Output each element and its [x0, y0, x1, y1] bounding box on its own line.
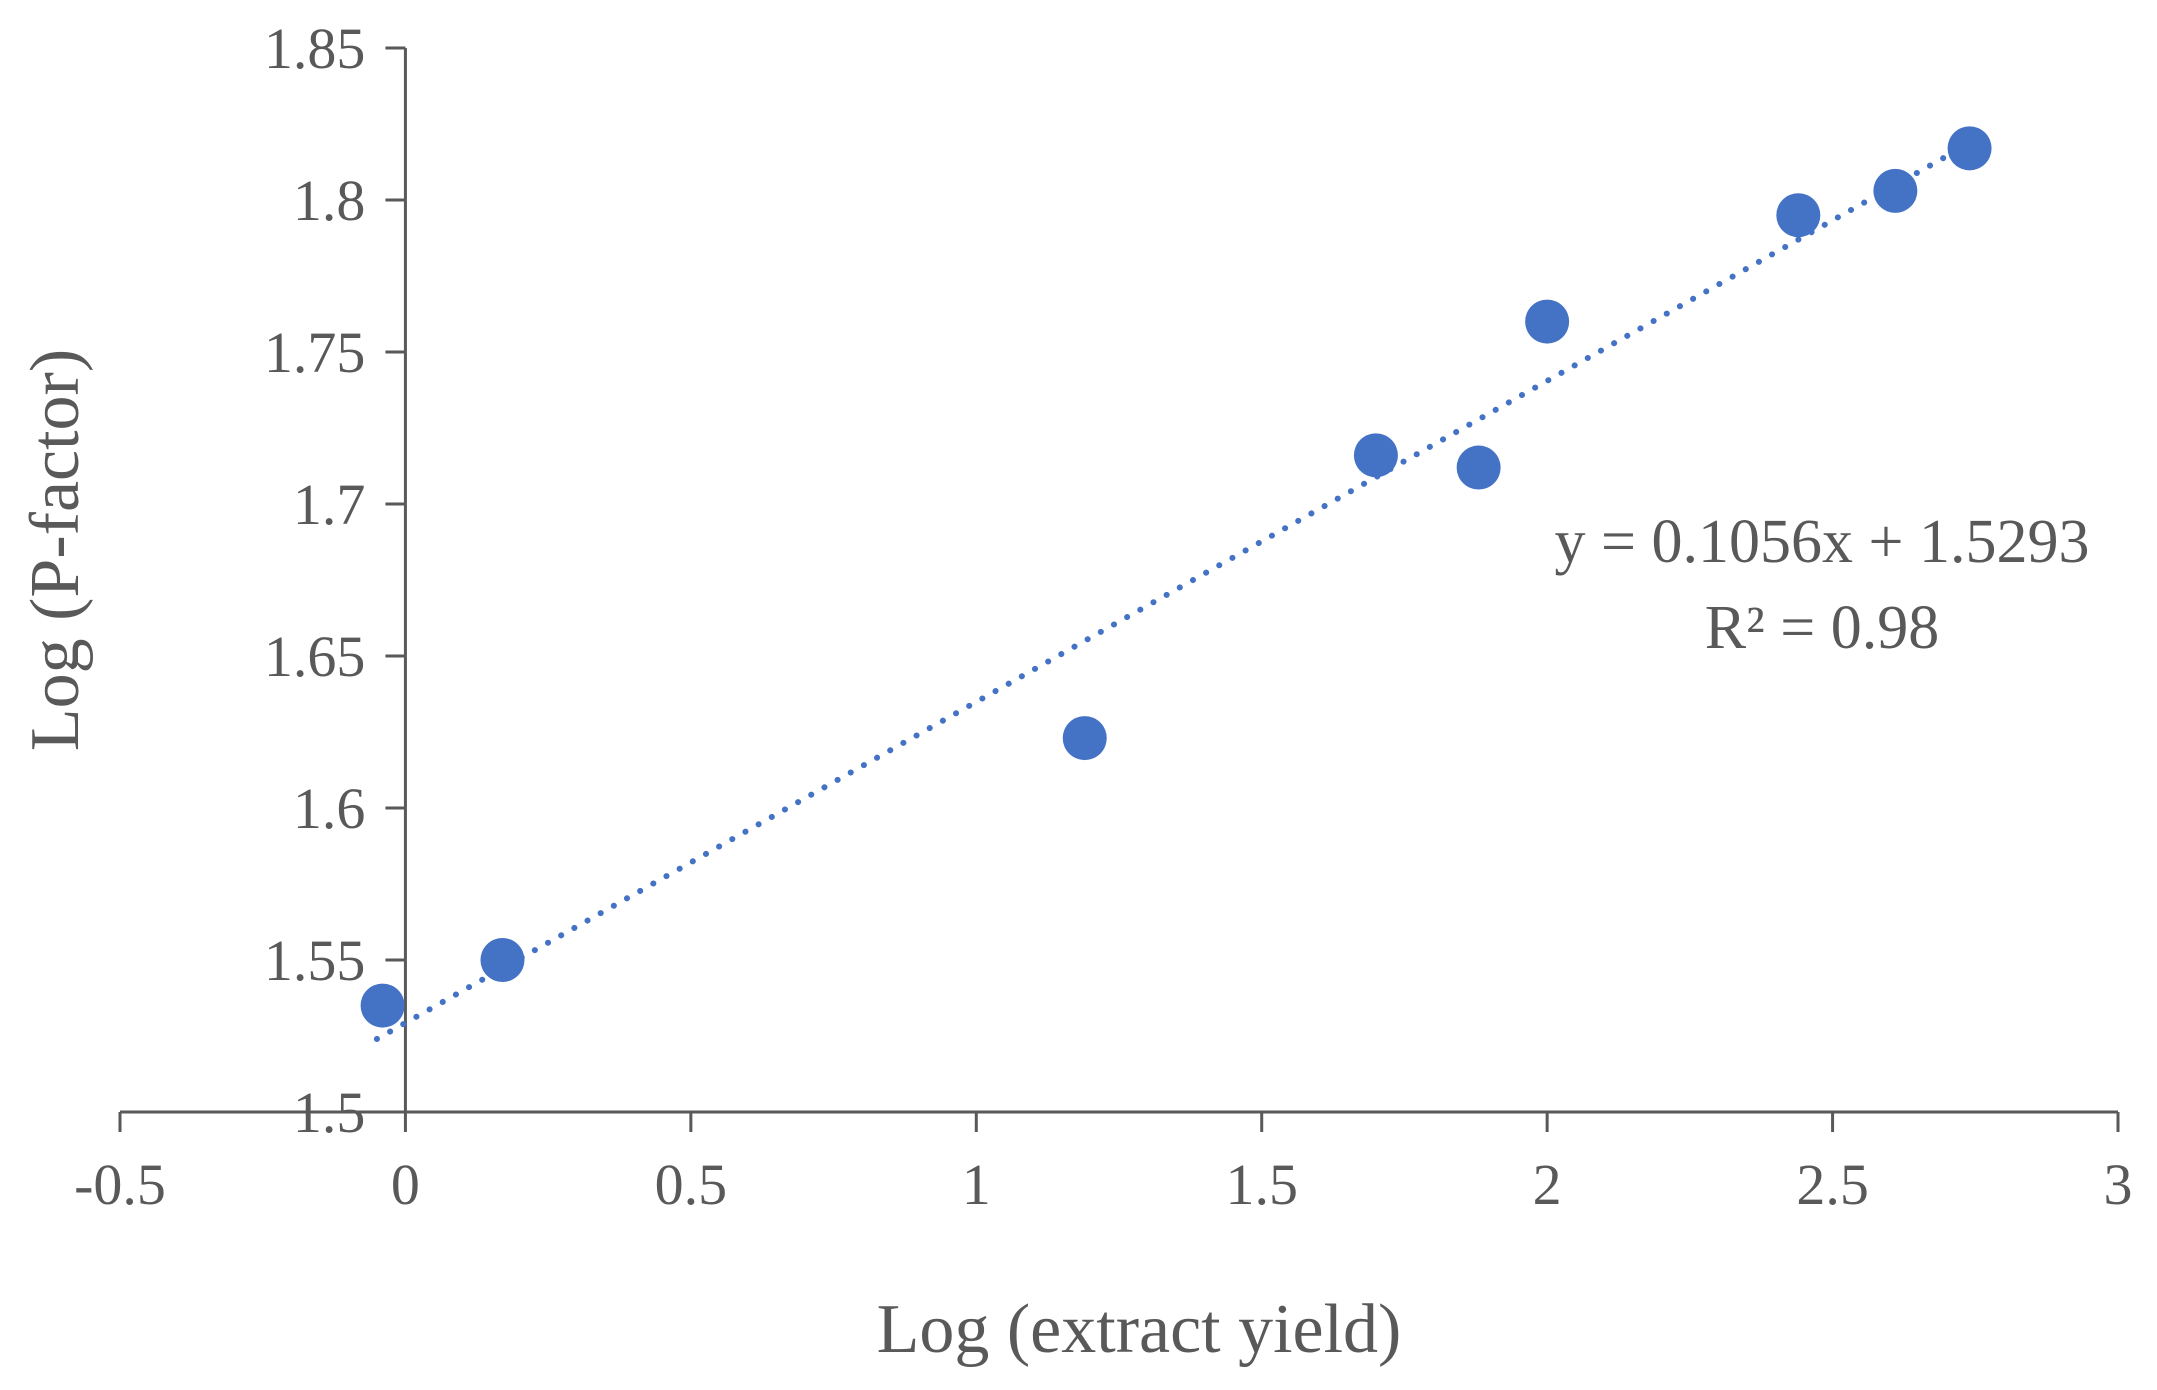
y-tick-label: 1.8 — [293, 168, 366, 233]
trendline — [373, 137, 1979, 1042]
y-tick-label: 1.6 — [293, 776, 366, 841]
x-tick-label: 2 — [1533, 1152, 1562, 1217]
data-point — [480, 938, 525, 982]
y-tick-label: 1.65 — [264, 624, 366, 689]
y-tick-label: 1.7 — [293, 472, 366, 537]
data-point — [360, 983, 405, 1028]
x-tick-label: 1 — [962, 1152, 991, 1217]
data-point — [1873, 168, 1918, 213]
x-tick-label: 0.5 — [655, 1152, 728, 1217]
x-tick-label: 3 — [2104, 1152, 2133, 1217]
data-point — [1947, 126, 1992, 171]
x-tick-label: 1.5 — [1225, 1152, 1298, 1217]
data-point — [1776, 193, 1821, 238]
data-point — [1456, 445, 1501, 490]
data-points — [360, 126, 1992, 1028]
data-point — [1062, 716, 1107, 761]
x-tick-label: -0.5 — [74, 1152, 166, 1217]
y-tick-label: 1.5 — [293, 1080, 366, 1145]
trendline-equation: y = 0.1056x + 1.5293 — [1555, 508, 2090, 576]
data-point — [1353, 433, 1398, 478]
tick-labels: -0.5 0 0.5 1 1.5 2 2.5 3 1.5 1.55 1.6 1.65 1.7 1.75 1.… — [74, 16, 2132, 1217]
trendline-group — [373, 137, 1979, 1042]
tick-marks — [118, 46, 2120, 1132]
y-tick-label: 1.75 — [264, 320, 366, 385]
data-point — [1525, 299, 1570, 344]
y-axis-title: Log (P-factor) — [17, 349, 94, 751]
x-tick-label: 2.5 — [1796, 1152, 1869, 1217]
axes — [120, 48, 2118, 1114]
y-tick-label: 1.55 — [264, 928, 366, 993]
x-tick-label: 0 — [391, 1152, 420, 1217]
x-axis-title: Log (extract yield) — [877, 1291, 1402, 1368]
trendline-r-squared: R² = 0.98 — [1705, 594, 1939, 662]
y-tick-label: 1.85 — [264, 16, 366, 81]
